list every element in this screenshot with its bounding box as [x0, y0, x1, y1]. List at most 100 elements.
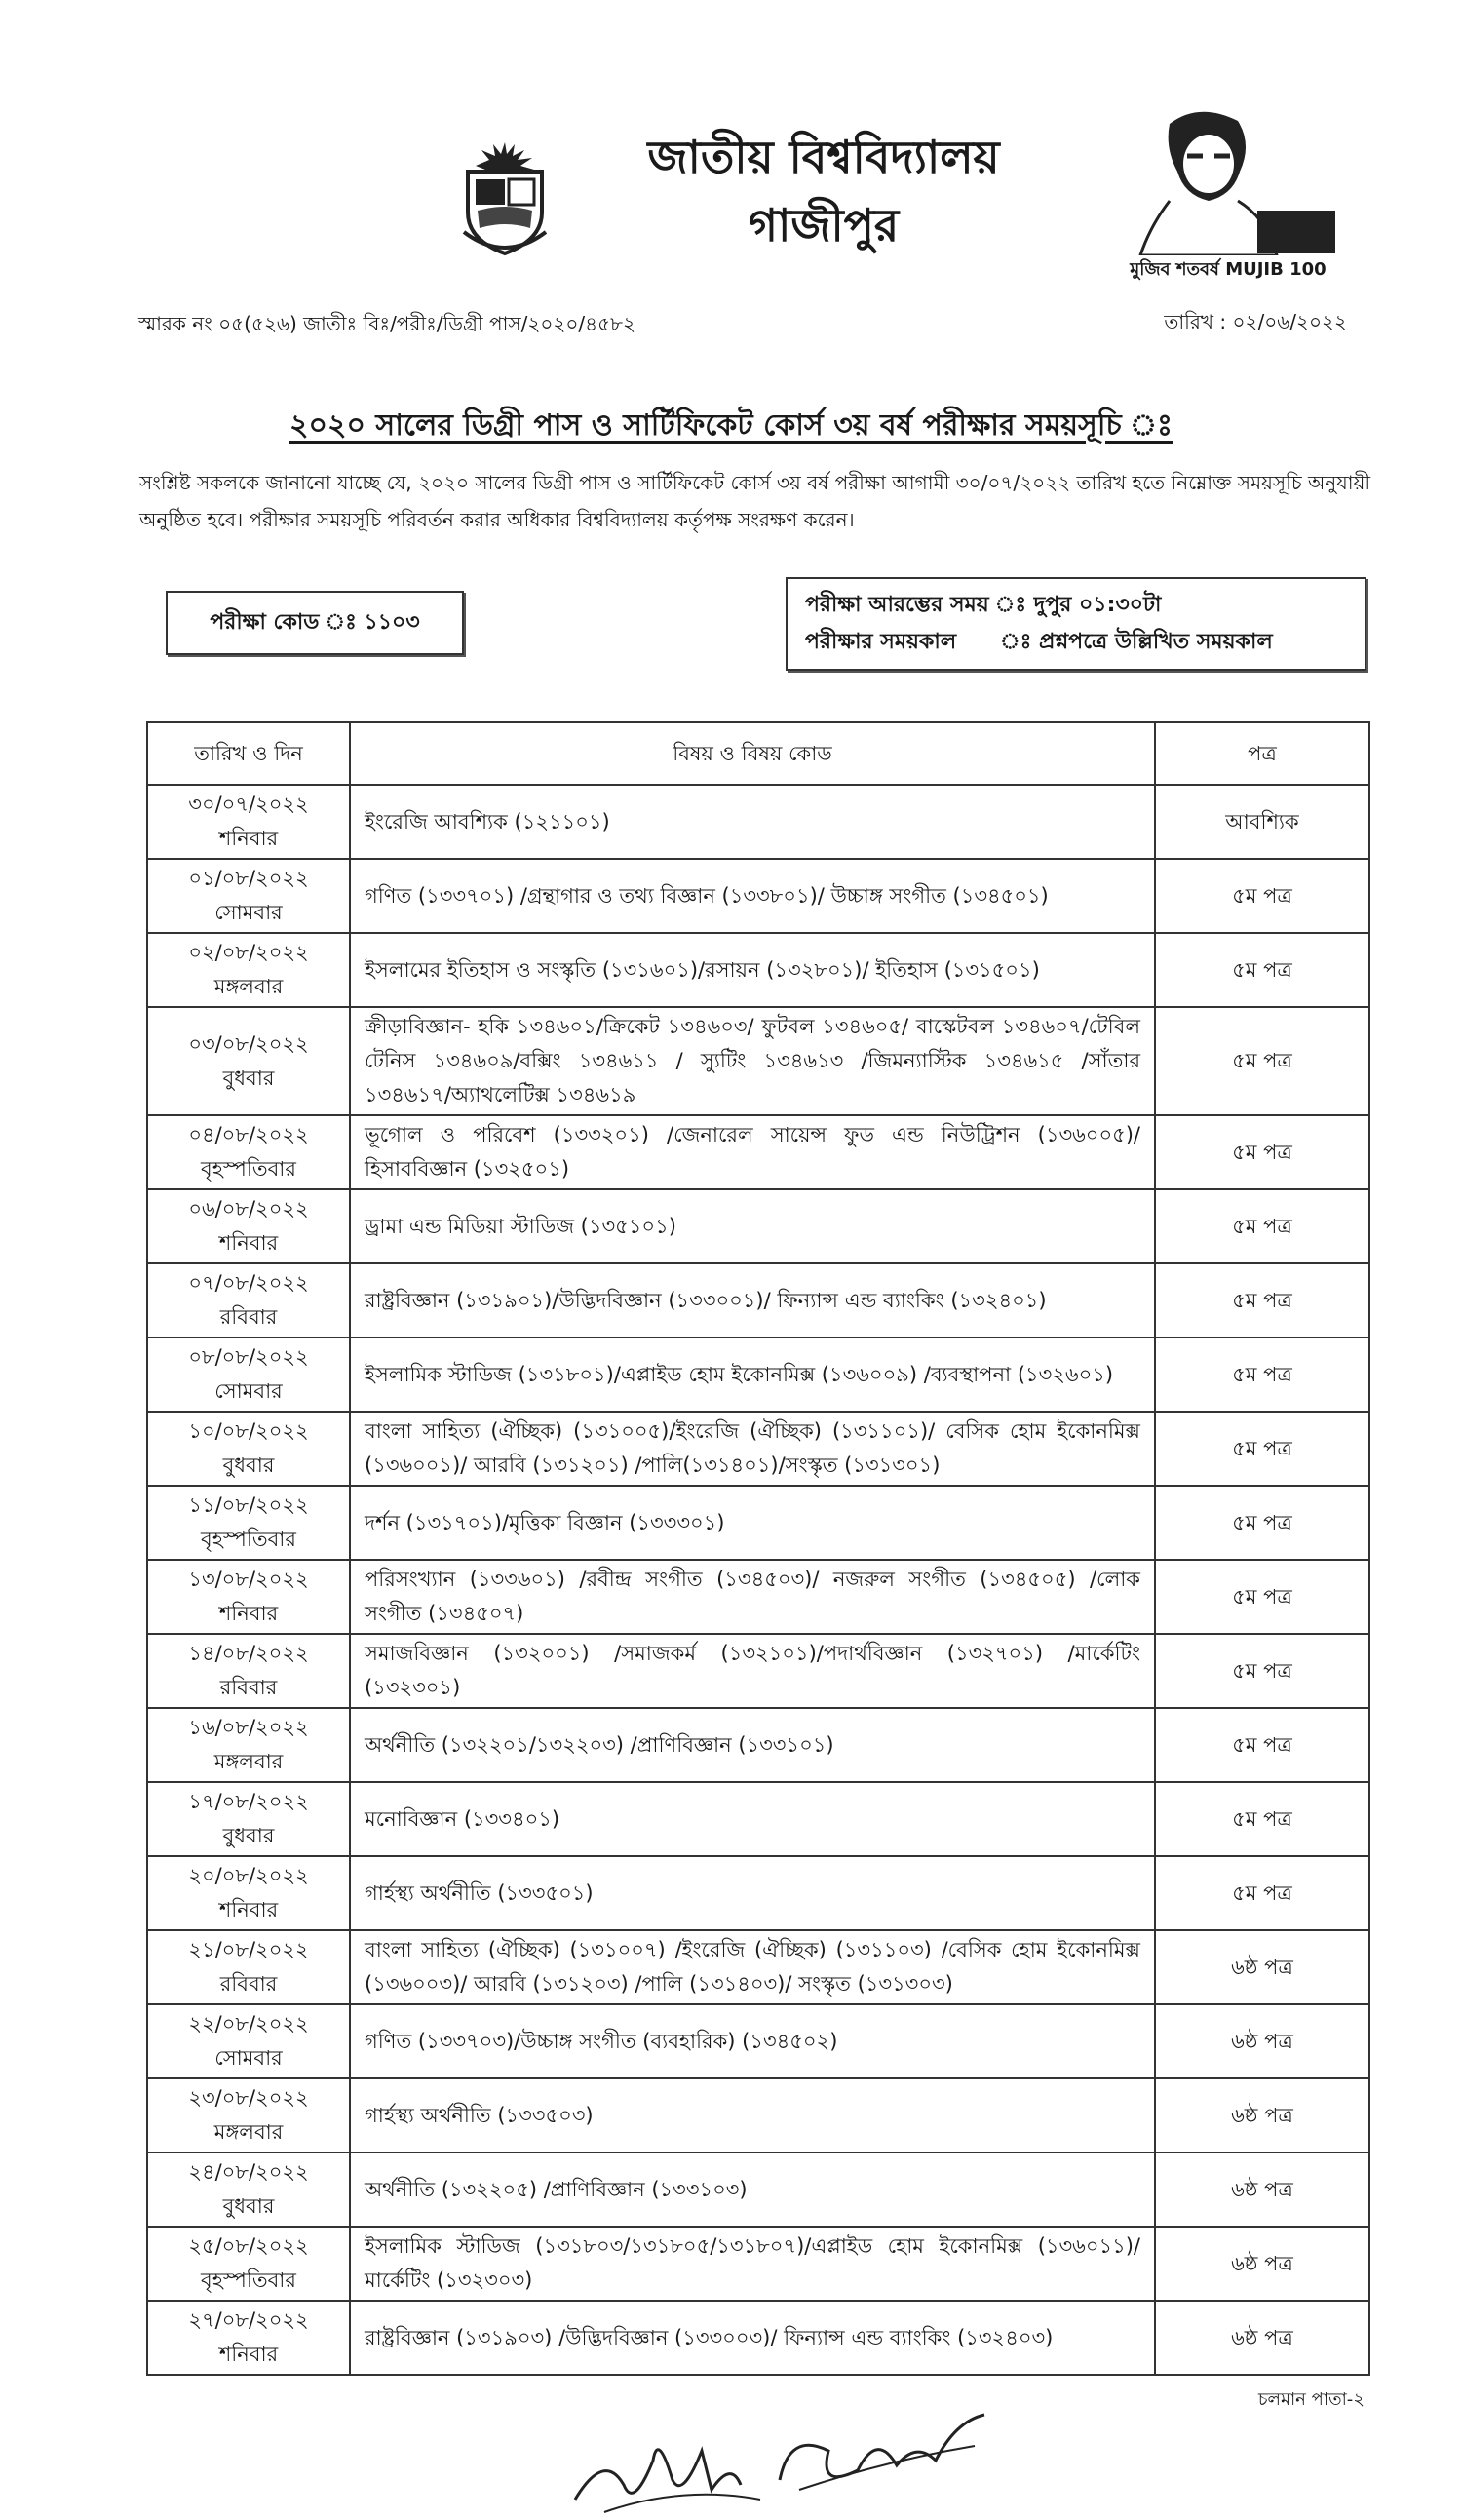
exam-day: শনিবার [218, 2343, 279, 2366]
paper-cell: আবশ্যিক [1154, 784, 1370, 860]
exam-date: ০৮/০৮/২০২২ [188, 1345, 309, 1369]
exam-day: মঙ্গলবার [213, 2120, 284, 2144]
intro-paragraph: সংশ্লিষ্ট সকলকে জানানো যাচ্ছে যে, ২০২০ স… [139, 471, 1371, 531]
subject-cell: ক্রীড়াবিজ্ঞান- হকি ১৩৪৬০১/ক্রিকেট ১৩৪৬০… [349, 1006, 1156, 1116]
date-cell: ১৪/০৮/২০২২ রবিবার [146, 1633, 351, 1709]
date-cell: ৩০/০৭/২০২২ শনিবার [146, 784, 351, 860]
subject-cell: ইসলামিক স্টাডিজ (১৩১৮০১)/এপ্লাইড হোম ইকো… [349, 1337, 1156, 1413]
table-row: ২১/০৮/২০২২ রবিবার বাংলা সাহিত্য (ঐচ্ছিক) … [146, 1929, 1370, 2005]
exam-day: মঙ্গলবার [213, 975, 284, 998]
subject-cell: ইংরেজি আবশ্যিক (১২১১০১) [349, 784, 1156, 860]
exam-schedule-table: তারিখ ও দিন বিষয় ও বিষয় কোড পত্র ৩০/০৭… [146, 721, 1370, 2376]
continued-page-note: চলমান পাতা-২ [1257, 2389, 1365, 2410]
header-subject: বিষয় ও বিষয় কোড [349, 721, 1156, 786]
exam-day: বৃহস্পতিবার [201, 1528, 296, 1551]
exam-day: রবিবার [219, 1305, 278, 1329]
exam-time-box: পরীক্ষা আরম্ভের সময় ঃ দুপুর ০১:৩০টা পরী… [786, 577, 1366, 671]
exam-date: ০৭/০৮/২০২২ [188, 1271, 309, 1295]
table-row: ০৮/০৮/২০২২ সোমবার ইসলামিক স্টাডিজ (১৩১৮০১… [146, 1337, 1370, 1413]
exam-date: ০৩/০৮/২০২২ [188, 1031, 309, 1056]
document-title: ২০২০ সালের ডিগ্রী পাস ও সার্টিফিকেট কোর্… [0, 402, 1462, 451]
table-row: ২৩/০৮/২০২২ মঙ্গলবার গার্হস্থ্য অর্থনীতি (… [146, 2077, 1370, 2153]
exam-date: ২৫/০৮/২০২২ [188, 2234, 309, 2258]
paper-cell: ৫ম পত্র [1154, 1114, 1370, 1190]
table-row: ২০/০৮/২০২২ শনিবার গার্হস্থ্য অর্থনীতি (১৩… [146, 1855, 1370, 1931]
title-text: ২০২০ সালের ডিগ্রী পাস ও সার্টিফিকেট কোর্… [289, 408, 1173, 443]
date-cell: ২৩/০৮/২০২২ মঙ্গলবার [146, 2077, 351, 2153]
exam-date: ০৪/০৮/২০২২ [188, 1123, 309, 1146]
exam-day: সোমবার [214, 2046, 283, 2070]
date-cell: ২৪/০৮/২০২২ বুধবার [146, 2152, 351, 2228]
paper-cell: ৬ষ্ঠ পত্র [1154, 2003, 1370, 2079]
date-cell: ২৫/০৮/২০২২ বৃহস্পতিবার [146, 2226, 351, 2302]
exam-day: সোমবার [214, 1379, 283, 1403]
paper-cell: ৫ম পত্র [1154, 858, 1370, 934]
table-row: ০৬/০৮/২০২২ শনিবার ড্রামা এন্ড মিডিয়া স্ট… [146, 1188, 1370, 1264]
exam-date: ০১/০৮/২০২২ [188, 867, 309, 890]
subject-cell: গণিত (১৩৩৭০৩)/উচ্চাঙ্গ সংগীত (ব্যবহারিক)… [349, 2003, 1156, 2079]
exam-day: বুধবার [222, 2194, 275, 2218]
date-cell: ০৩/০৮/২০২২ বুধবার [146, 1006, 351, 1116]
duration-value: ঃ প্রশ্নপত্রে উল্লিখিত সময়কাল [1000, 630, 1273, 654]
subject-cell: বাংলা সাহিত্য (ঐচ্ছিক) (১৩১০০৭) /ইংরেজি … [349, 1929, 1156, 2005]
paper-cell: ৫ম পত্র [1154, 1707, 1370, 1783]
date-cell: ২৭/০৮/২০২২ শনিবার [146, 2300, 351, 2376]
exam-date: ২০/০৮/২০২২ [188, 1864, 309, 1887]
exam-day: মঙ্গলবার [213, 1750, 284, 1773]
table-row: ২৫/০৮/২০২২ বৃহস্পতিবার ইসলামিক স্টাডিজ (১… [146, 2226, 1370, 2302]
memo-number: স্মারক নং ০৫(৫২৬) জাতীঃ বিঃ/পরীঃ/ডিগ্রী … [138, 312, 636, 335]
exam-code: পরীক্ষা কোড ঃ ১১০৩ [210, 609, 420, 635]
exam-day: শনিবার [218, 827, 279, 850]
date-cell: ১০/০৮/২০২২ বুধবার [146, 1411, 351, 1487]
exam-date: ০৬/০৮/২০২২ [188, 1197, 309, 1221]
paper-cell: ৬ষ্ঠ পত্র [1154, 2300, 1370, 2376]
date-cell: ১১/০৮/২০২২ বৃহস্পতিবার [146, 1485, 351, 1561]
paper-cell: ৬ষ্ঠ পত্র [1154, 2077, 1370, 2153]
subject-cell: ইসলামিক স্টাডিজ (১৩১৮০৩/১৩১৮০৫/১৩১৮০৭)/এ… [349, 2226, 1156, 2302]
exam-day: বৃহস্পতিবার [201, 1157, 296, 1181]
mujib-logo-text: মুজিব শতবর্ষ MUJIB 100 [1130, 259, 1327, 280]
table-row: ১৭/০৮/২০২২ বুধবার মনোবিজ্ঞান (১৩৩৪০১) ৫ম … [146, 1781, 1370, 1857]
exam-date: ১১/০৮/২০২২ [188, 1493, 309, 1517]
table-row: ০৭/০৮/২০২২ রবিবার রাষ্ট্রবিজ্ঞান (১৩১৯০১)… [146, 1262, 1370, 1338]
date-cell: ১৭/০৮/২০২২ বুধবার [146, 1781, 351, 1857]
exam-date: ২৪/০৮/২০২২ [188, 2160, 309, 2184]
exam-date: ০২/০৮/২০২২ [188, 941, 309, 964]
subject-cell: অর্থনীতি (১৩২২০১/১৩২২০৩) /প্রাণিবিজ্ঞান … [349, 1707, 1156, 1783]
university-location: গাজীপুর [748, 199, 900, 252]
table-row: ০২/০৮/২০২২ মঙ্গলবার ইসলামের ইতিহাস ও সংস্… [146, 932, 1370, 1008]
exam-date: ২৩/০৮/২০২২ [188, 2086, 309, 2110]
date-cell: ২২/০৮/২০২২ সোমবার [146, 2003, 351, 2079]
exam-day: বুধবার [222, 1824, 275, 1847]
exam-day: বুধবার [222, 1454, 275, 1477]
exam-date: ১৭/০৮/২০২২ [188, 1790, 309, 1813]
exam-day: শনিবার [218, 1602, 279, 1625]
date-cell: ১৩/০৮/২০২২ শনিবার [146, 1559, 351, 1635]
exam-date: ২১/০৮/২০২২ [188, 1938, 309, 1961]
table-row: ১৩/০৮/২০২২ শনিবার পরিসংখ্যান (১৩৩৬০১) /রব… [146, 1559, 1370, 1635]
header-paper: পত্র [1154, 721, 1370, 786]
start-time-value: ঃ দুপুর ০১:৩০টা [1026, 593, 1162, 617]
subject-cell: অর্থনীতি (১৩২২০৫) /প্রাণিবিজ্ঞান (১৩৩১০৩… [349, 2152, 1156, 2228]
table-row: ০১/০৮/২০২২ সোমবার গণিত (১৩৩৭০১) /গ্রন্থাগ… [146, 858, 1370, 934]
table-row: ২২/০৮/২০২২ সোমবার গণিত (১৩৩৭০৩)/উচ্চাঙ্গ … [146, 2003, 1370, 2079]
duration-label: পরীক্ষার সময়কাল [805, 630, 957, 654]
exam-day: সোমবার [214, 901, 283, 924]
footer: চলমান পাতা-২ [0, 2384, 1462, 2520]
paper-cell: ৫ম পত্র [1154, 1485, 1370, 1561]
subject-cell: গার্হস্থ্য অর্থনীতি (১৩৩৫০১) [349, 1855, 1156, 1931]
subject-cell: ড্রামা এন্ড মিডিয়া স্টাডিজ (১৩৫১০১) [349, 1188, 1156, 1264]
paper-cell: ৫ম পত্র [1154, 1781, 1370, 1857]
table-row: ২৪/০৮/২০২২ বুধবার অর্থনীতি (১৩২২০৫) /প্রা… [146, 2152, 1370, 2228]
signatures [573, 2413, 985, 2513]
subject-cell: পরিসংখ্যান (১৩৩৬০১) /রবীন্দ্র সংগীত (১৩৪… [349, 1559, 1156, 1635]
university-heading: জাতীয় বিশ্ববিদ্যালয় গাজীপুর [614, 123, 1033, 259]
paper-cell: ৫ম পত্র [1154, 1006, 1370, 1116]
subject-cell: বাংলা সাহিত্য (ঐচ্ছিক) (১৩১০০৫)/ইংরেজি (… [349, 1411, 1156, 1487]
exam-date: ১৪/০৮/২০২২ [188, 1642, 309, 1665]
start-time-label: পরীক্ষা আরম্ভের সময় [805, 593, 989, 617]
exam-info-boxes: পরীক্ষা কোড ঃ ১১০৩ পরীক্ষা আরম্ভের সময় … [0, 577, 1462, 714]
paper-cell: ৫ম পত্র [1154, 1855, 1370, 1931]
date-cell: ১৬/০৮/২০২২ মঙ্গলবার [146, 1707, 351, 1783]
mujib-portrait-icon [1138, 111, 1335, 255]
